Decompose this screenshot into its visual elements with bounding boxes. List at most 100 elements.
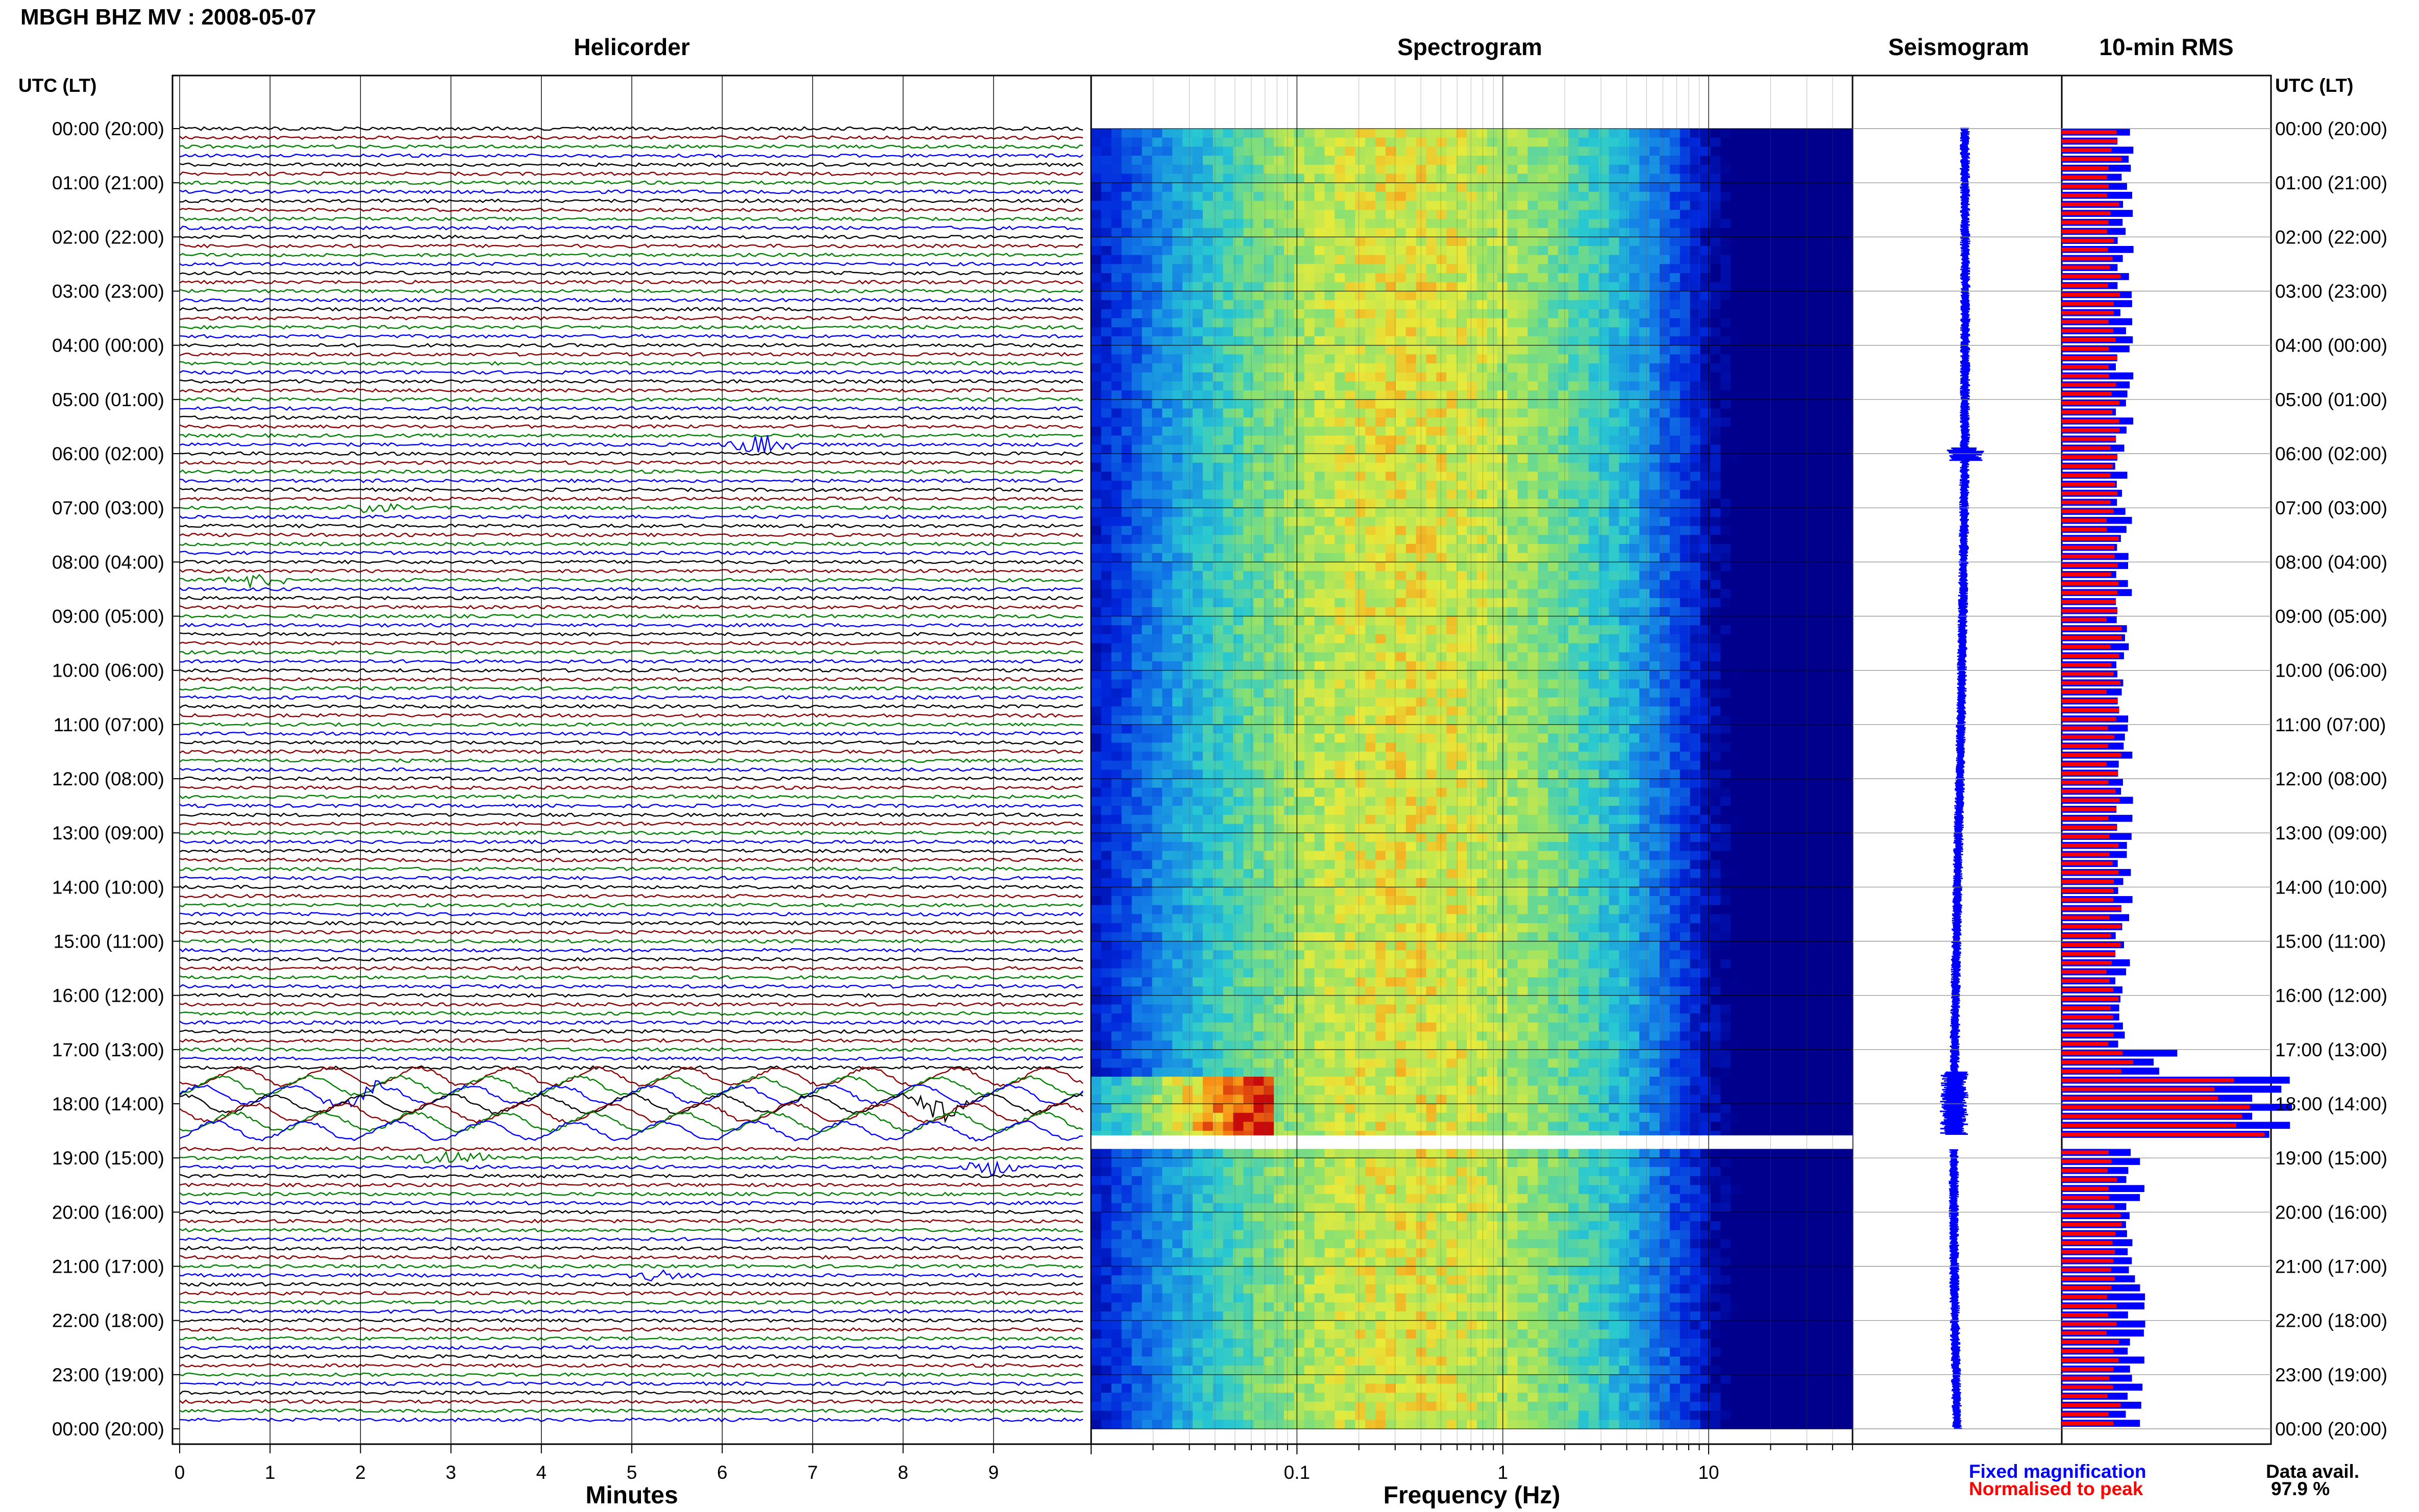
utc-tick-label-right: 06:00 (02:00) <box>2275 443 2387 464</box>
utc-tick-label-right: 16:00 (12:00) <box>2275 985 2387 1006</box>
rms-bar-normalised <box>2062 275 2121 279</box>
utc-tick-label-left: 22:00 (18:00) <box>52 1310 164 1331</box>
helicorder-trace <box>179 207 1083 213</box>
rms-bar-normalised <box>2062 654 2119 658</box>
helicorder-trace <box>179 198 1083 204</box>
helicorder-trace <box>179 650 1083 655</box>
rms-bar-normalised <box>2062 1394 2108 1398</box>
rms-bar-normalised <box>2062 238 2114 242</box>
helicorder-trace <box>179 984 1083 989</box>
helicorder-trace <box>179 1282 1083 1287</box>
rms-bar-normalised <box>2062 455 2117 459</box>
rms-bar-normalised <box>2062 292 2120 297</box>
rms-bar-normalised <box>2062 915 2110 920</box>
rms-bar-normalised <box>2062 1403 2121 1407</box>
utc-tick-label-right: 12:00 (08:00) <box>2275 769 2387 789</box>
utc-tick-label-left: 17:00 (13:00) <box>52 1039 164 1060</box>
helicorder-trace <box>180 216 1083 221</box>
helicorder-trace <box>179 876 1083 881</box>
helicorder-trace <box>179 668 1083 673</box>
helicorder-trace <box>179 1038 1083 1043</box>
helicorder-trace <box>179 1092 1083 1124</box>
helicorder-trace <box>179 848 1083 854</box>
utc-tick-label-right: 07:00 (03:00) <box>2275 498 2387 518</box>
helicorder-trace <box>179 704 1083 709</box>
utc-tick-label-left: 16:00 (12:00) <box>52 985 164 1006</box>
rms-bar-normalised <box>2062 563 2118 567</box>
rms-bar-normalised <box>2062 1069 2121 1073</box>
helicorder-trace <box>179 307 1083 312</box>
utc-tick-label-left: 06:00 (02:00) <box>52 443 164 464</box>
rms-bar-normalised <box>2062 1385 2113 1390</box>
frequency-tick-label: 10 <box>1698 1462 1719 1483</box>
helicorder-trace <box>179 1160 1083 1176</box>
rms-bar-normalised <box>2062 1060 2134 1064</box>
utc-tick-label-right: 08:00 (04:00) <box>2275 552 2387 573</box>
rms-bar-normalised <box>2062 329 2113 333</box>
rms-bar-normalised <box>2062 997 2119 1001</box>
rms-bar-normalised <box>2062 906 2121 911</box>
helicorder-trace <box>179 776 1083 781</box>
helicorder-trace <box>179 253 1083 258</box>
rms-bar-normalised <box>2062 979 2110 983</box>
helicorder-trace <box>179 568 1083 574</box>
rms-bar-normalised <box>2062 211 2111 215</box>
rms-bar-normalised <box>2062 310 2114 315</box>
rms-bar-normalised <box>2062 1349 2113 1353</box>
rms-bar-normalised <box>2062 762 2107 766</box>
helicorder-trace <box>179 126 1083 131</box>
utc-tick-label-right: 17:00 (13:00) <box>2275 1039 2387 1060</box>
utc-tick-label-left: 01:00 (21:00) <box>52 172 164 193</box>
rms-bar-normalised <box>2062 554 2115 559</box>
helicorder-trace <box>179 1363 1083 1368</box>
rms-bar-normalised <box>2062 1231 2115 1236</box>
helicorder-trace <box>180 361 1083 366</box>
helicorder-title: Helicorder <box>574 34 690 60</box>
rms-bar-normalised <box>2062 581 2119 586</box>
seismogram-trace-after-gap <box>1948 1149 1962 1429</box>
helicorder-trace <box>179 1236 1083 1242</box>
utc-tick-label-right: 15:00 (11:00) <box>2275 931 2386 952</box>
rms-bar-normalised <box>2062 1159 2112 1163</box>
rms-bar-normalised <box>2062 789 2116 794</box>
helicorder-trace <box>179 503 1083 513</box>
helicorder-trace <box>179 424 1083 429</box>
helicorder-trace <box>179 451 1083 456</box>
rms-bar-normalised <box>2062 229 2107 234</box>
helicorder-trace <box>179 325 1083 330</box>
rms-bar-normalised <box>2062 1078 2234 1082</box>
helicorder-trace <box>179 532 1083 538</box>
helicorder-trace <box>179 261 1083 266</box>
rms-bar-normalised <box>2062 879 2114 884</box>
helicorder-trace <box>179 1173 1083 1179</box>
rms-bar-normalised <box>2062 1087 2214 1092</box>
rms-bar-normalised <box>2062 518 2107 523</box>
utc-tick-label-right: 00:00 (20:00) <box>2275 118 2387 139</box>
rms-bar-normalised <box>2062 807 2117 811</box>
data-availability-label: Data avail. <box>2266 1461 2359 1482</box>
rms-panel <box>2061 75 2272 1445</box>
rms-bar-normalised <box>2062 870 2119 875</box>
rms-bar-normalised <box>2062 627 2122 631</box>
rms-bar-normalised <box>2062 708 2119 712</box>
helicorder-trace <box>179 1399 1083 1404</box>
utc-tick-label-left: 14:00 (10:00) <box>52 877 164 898</box>
helicorder-trace <box>179 894 1083 899</box>
rms-bar-normalised <box>2062 672 2114 676</box>
helicorder-trace <box>179 866 1083 872</box>
helicorder-trace <box>179 180 1083 185</box>
rms-bar-normalised <box>2062 1331 2107 1335</box>
utc-tick-label-right: 20:00 (16:00) <box>2275 1202 2387 1223</box>
rms-bar-normalised <box>2062 663 2111 667</box>
helicorder-trace <box>179 659 1083 664</box>
helicorder-trace <box>179 803 1083 808</box>
rms-bar-normalised <box>2062 608 2117 613</box>
frequency-tick-label: 1 <box>1497 1462 1508 1483</box>
rms-bar-normalised <box>2062 635 2122 640</box>
rms-bar-normalised <box>2062 888 2114 893</box>
rms-bar-normalised <box>2062 943 2121 947</box>
helicorder-trace <box>179 280 1083 285</box>
rms-bar-normalised <box>2062 1006 2111 1010</box>
helicorder-trace <box>179 496 1083 502</box>
helicorder-trace <box>179 189 1083 194</box>
